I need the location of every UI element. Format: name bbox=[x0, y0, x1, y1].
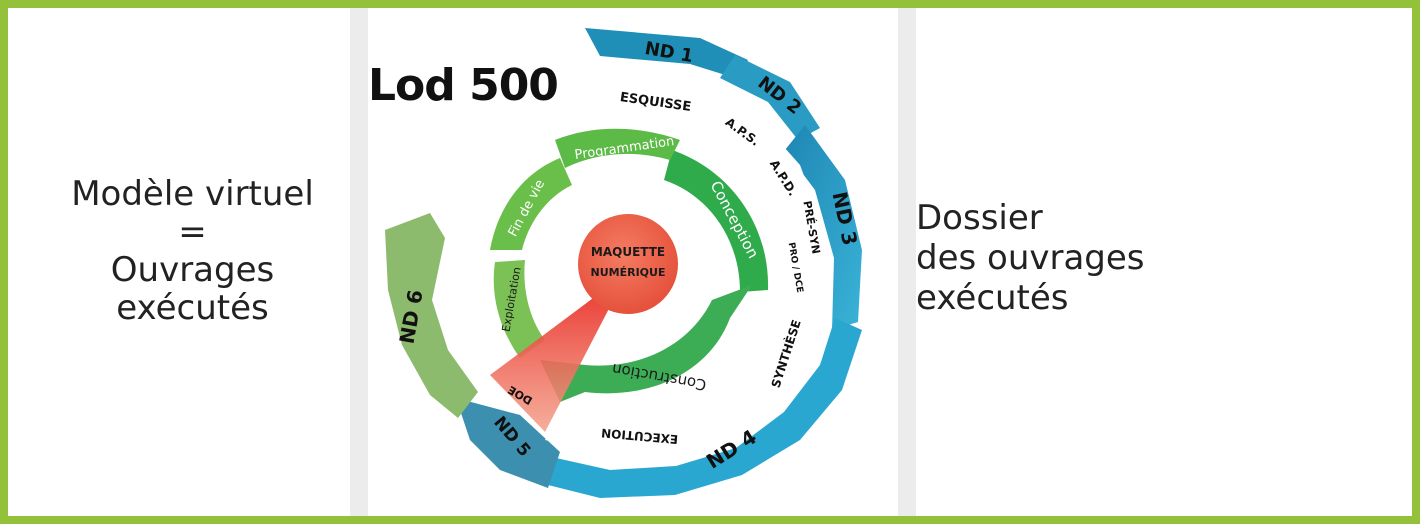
left-caption-line1: Modèle virtuel bbox=[71, 174, 314, 214]
phase-execution: EXECUTION bbox=[601, 426, 679, 447]
nd1-arrow bbox=[585, 28, 748, 78]
center-text-line2: NUMÉRIQUE bbox=[591, 266, 666, 279]
fin-de-vie-arc bbox=[490, 158, 572, 250]
right-caption-line2: des ouvrages bbox=[916, 238, 1145, 278]
nd5-arrow bbox=[456, 398, 560, 488]
nd3-arrow bbox=[785, 125, 862, 330]
center-text-line1: MAQUETTE bbox=[591, 245, 665, 259]
right-caption-line3: exécutés bbox=[916, 278, 1069, 318]
center-circle bbox=[578, 214, 678, 314]
separator-left bbox=[350, 8, 368, 516]
construction-arc bbox=[540, 285, 752, 402]
left-caption-line2: = bbox=[178, 212, 207, 252]
right-caption-line1: Dossier bbox=[916, 198, 1043, 238]
nd4-arrow bbox=[548, 318, 862, 498]
conception-arc bbox=[664, 150, 769, 292]
doe-wedge bbox=[490, 272, 628, 432]
exploitation-arc bbox=[493, 260, 545, 358]
left-caption-line4: exécutés bbox=[116, 288, 269, 328]
left-caption-line3: Ouvrages bbox=[110, 250, 275, 290]
programmation-arc bbox=[555, 128, 680, 168]
right-caption: Dossier des ouvrages exécutés bbox=[916, 198, 1216, 318]
left-caption: Modèle virtuel = Ouvrages exécutés bbox=[40, 175, 345, 327]
nd2-arrow bbox=[720, 55, 820, 140]
separator-right bbox=[898, 8, 916, 516]
lod-label: Lod 500 bbox=[368, 60, 559, 111]
nd6-arrow bbox=[385, 213, 478, 418]
